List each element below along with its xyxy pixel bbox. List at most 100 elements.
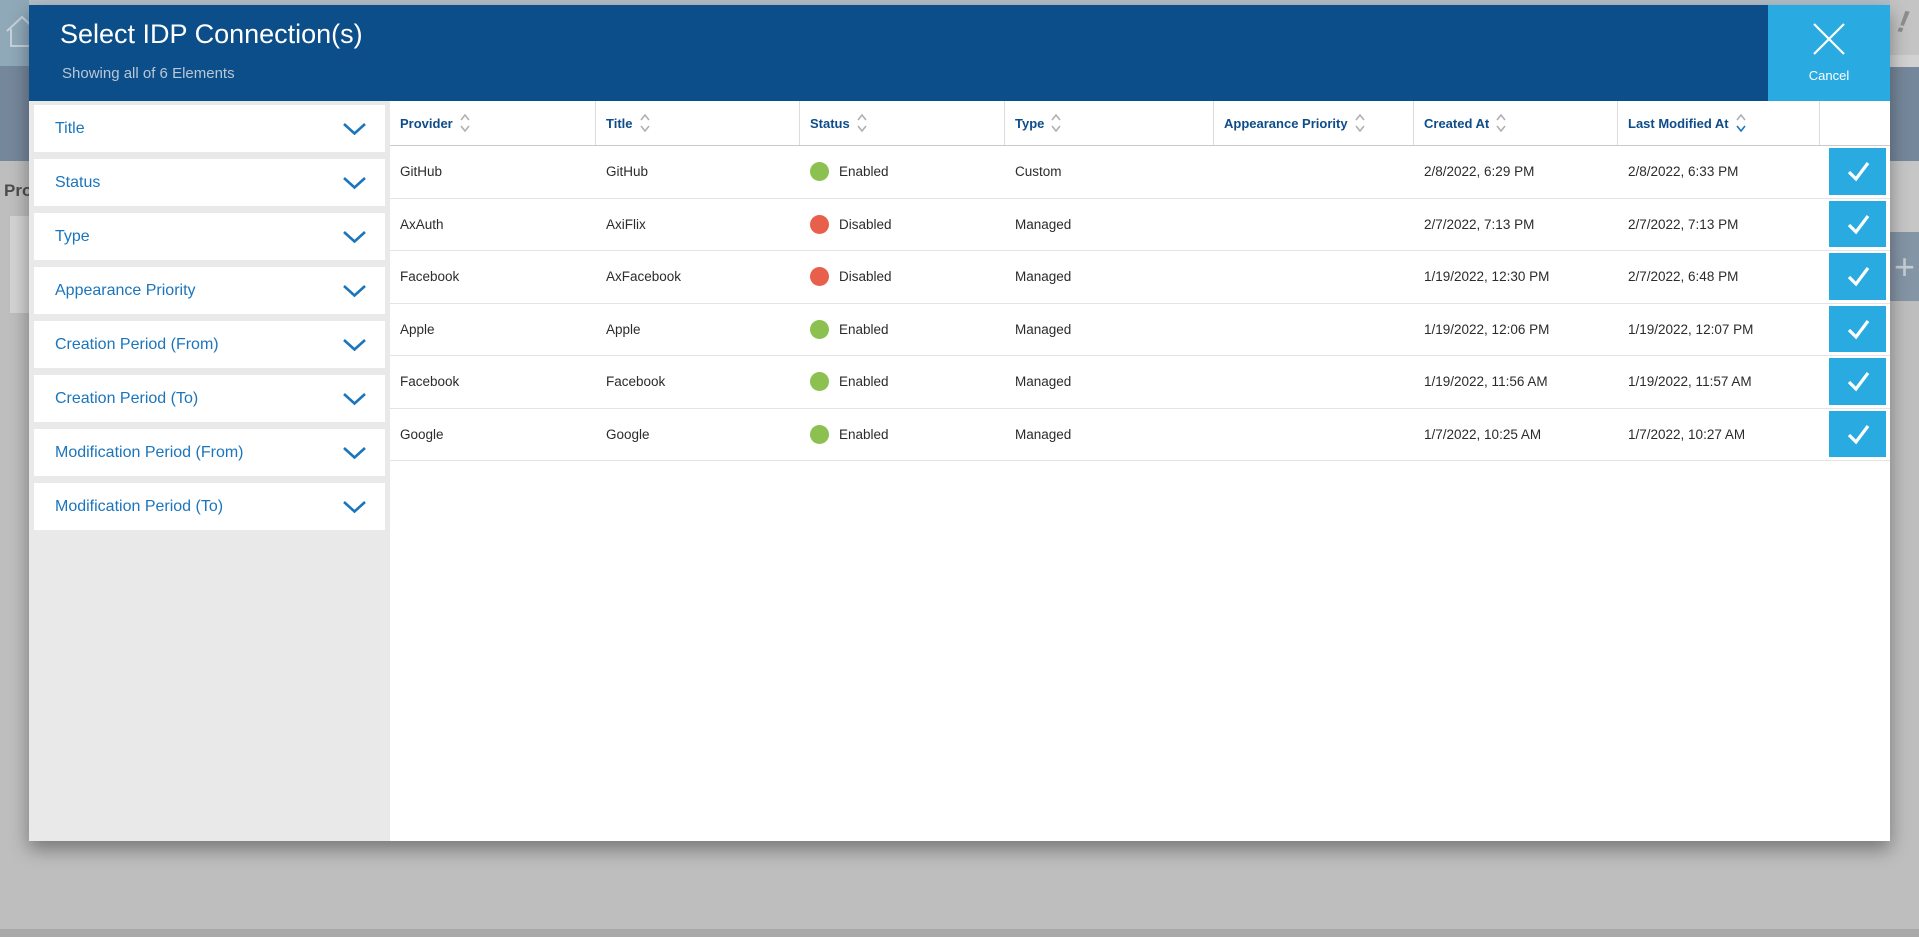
status-dot [810, 267, 829, 287]
sort-icon [1496, 113, 1506, 133]
background-banner-right [1890, 67, 1919, 161]
cell-title: GitHub [606, 164, 649, 180]
status-label: Enabled [839, 374, 889, 390]
column-header-label: Title [606, 115, 633, 131]
cell-provider: Facebook [400, 374, 460, 390]
chevron-down-icon [343, 284, 366, 297]
table-row[interactable]: GitHub GitHub Enabled Custom 2/8/2022, 6… [390, 146, 1890, 199]
status-label: Enabled [839, 164, 889, 180]
filter-accordion-item[interactable]: Modification Period (To) [34, 483, 385, 530]
column-header-status[interactable]: Status [800, 101, 1005, 145]
add-icon: + [1890, 232, 1919, 301]
close-icon [1807, 14, 1851, 64]
column-header-label: Status [810, 115, 850, 131]
filter-label: Modification Period (From) [55, 443, 244, 461]
cell-provider: Apple [400, 321, 435, 337]
cell-created-at: 2/8/2022, 6:29 PM [1424, 164, 1535, 180]
background-gap-right [1890, 55, 1919, 67]
chevron-down-icon [343, 392, 366, 405]
filter-accordion-item[interactable]: Modification Period (From) [34, 429, 385, 476]
column-header-label: Provider [400, 115, 453, 131]
row-checkbox-selected[interactable] [1829, 358, 1886, 405]
filter-accordion-item[interactable]: Creation Period (From) [34, 321, 385, 368]
cell-provider: Facebook [400, 269, 460, 285]
table-row[interactable]: Apple Apple Enabled Managed 1/19/2022, 1… [390, 303, 1890, 356]
status-dot [810, 319, 829, 339]
filter-sidebar: Title Status Type Appearance Priority Cr… [29, 101, 390, 841]
cell-provider: Google [400, 426, 444, 442]
cancel-button-label: Cancel [1808, 68, 1850, 83]
cell-title: AxFacebook [606, 269, 682, 285]
table-row[interactable]: Facebook AxFacebook Disabled Managed 1/1… [390, 251, 1890, 304]
cell-last-modified-at: 1/19/2022, 12:07 PM [1628, 321, 1754, 337]
column-header-provider[interactable]: Provider [390, 101, 596, 145]
row-select-cell [1820, 146, 1890, 198]
column-header-type[interactable]: Type [1005, 101, 1214, 145]
row-checkbox-selected[interactable] [1829, 305, 1886, 352]
column-header-created_at[interactable]: Created At [1414, 101, 1618, 145]
cell-title: Facebook [606, 374, 666, 390]
row-checkbox-selected[interactable] [1829, 200, 1886, 247]
cell-last-modified-at: 2/7/2022, 6:48 PM [1628, 269, 1739, 285]
dialog-title: Select IDP Connection(s) [60, 19, 363, 49]
chevron-down-icon [343, 176, 366, 189]
cell-created-at: 1/19/2022, 12:06 PM [1424, 321, 1550, 337]
table-body: GitHub GitHub Enabled Custom 2/8/2022, 6… [390, 146, 1890, 461]
cell-provider: AxAuth [400, 216, 444, 232]
checkmark-icon [1847, 319, 1869, 340]
filter-label: Creation Period (From) [55, 335, 219, 353]
column-header-appearance_priority[interactable]: Appearance Priority [1214, 101, 1414, 145]
dialog-header: Select IDP Connection(s) Showing all of … [29, 5, 1890, 101]
row-select-cell [1820, 251, 1890, 303]
cell-created-at: 1/7/2022, 10:25 AM [1424, 426, 1542, 442]
cell-title: Apple [606, 321, 641, 337]
status-dot [810, 214, 829, 234]
background-navbar-sliver [29, 0, 1890, 5]
filter-accordion-item[interactable]: Type [34, 213, 385, 260]
filter-accordion-item[interactable]: Title [34, 105, 385, 152]
column-header-label: Appearance Priority [1224, 115, 1348, 131]
cell-last-modified-at: 1/7/2022, 10:27 AM [1628, 426, 1746, 442]
table-row[interactable]: Facebook Facebook Enabled Managed 1/19/2… [390, 356, 1890, 409]
cell-title: AxiFlix [606, 216, 646, 232]
dialog-subtitle: Showing all of 6 Elements [62, 65, 235, 82]
column-header-label: Type [1015, 115, 1045, 131]
cell-provider: GitHub [400, 164, 443, 180]
chevron-down-icon [343, 446, 366, 459]
checkmark-icon [1847, 424, 1869, 445]
table-header-row: Provider Title Status Type Appearance Pr… [390, 101, 1890, 146]
status-label: Disabled [839, 216, 892, 232]
cell-type: Managed [1015, 269, 1072, 285]
column-header-title[interactable]: Title [596, 101, 800, 145]
cell-status: Enabled [800, 304, 1005, 356]
cell-type: Managed [1015, 321, 1072, 337]
row-select-cell [1820, 304, 1890, 356]
filter-label: Title [55, 119, 85, 137]
column-header-label: Last Modified At [1628, 115, 1729, 131]
cell-status: Enabled [800, 356, 1005, 408]
background-navbar [0, 0, 29, 66]
row-select-cell [1820, 199, 1890, 251]
background-page-heading: Pro [4, 181, 30, 200]
background-gray-right [1890, 161, 1919, 232]
chevron-down-icon [343, 230, 366, 243]
row-checkbox-selected[interactable] [1829, 410, 1886, 457]
table-row[interactable]: AxAuth AxiFlix Disabled Managed 2/7/2022… [390, 198, 1890, 251]
cell-type: Managed [1015, 374, 1072, 390]
chevron-down-icon [343, 122, 366, 135]
cell-last-modified-at: 2/8/2022, 6:33 PM [1628, 164, 1739, 180]
filter-accordion-item[interactable]: Appearance Priority [34, 267, 385, 314]
cell-status: Enabled [800, 409, 1005, 461]
cell-appearance-priority [1214, 146, 1414, 198]
cell-appearance-priority [1214, 409, 1414, 461]
cancel-button[interactable]: Cancel [1768, 5, 1890, 101]
row-checkbox-selected[interactable] [1829, 253, 1886, 300]
row-checkbox-selected[interactable] [1829, 148, 1886, 195]
column-header-last_modified_at[interactable]: Last Modified At [1618, 101, 1820, 145]
alert-icon: ! [1895, 3, 1912, 40]
filter-accordion-item[interactable]: Status [34, 159, 385, 206]
status-dot [810, 424, 829, 444]
sort-icon [460, 113, 470, 133]
table-row[interactable]: Google Google Enabled Managed 1/7/2022, … [390, 408, 1890, 461]
filter-accordion-item[interactable]: Creation Period (To) [34, 375, 385, 422]
